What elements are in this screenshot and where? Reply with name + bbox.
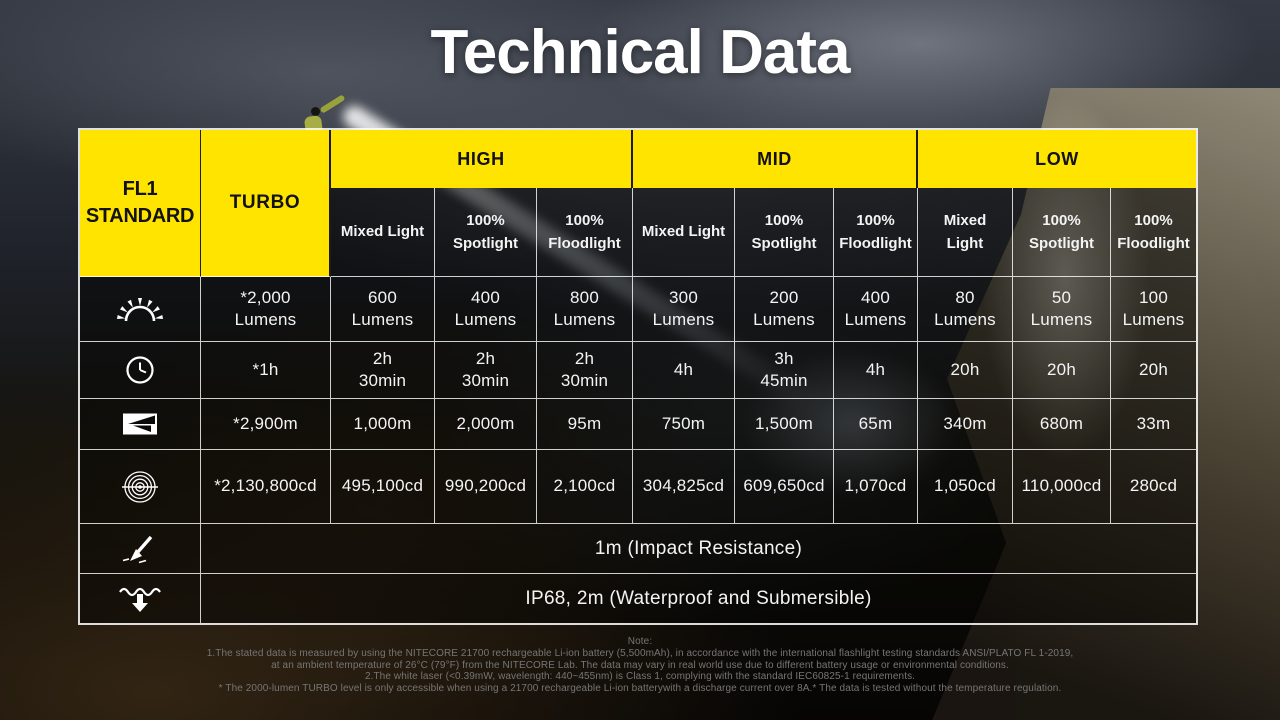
- waterproof-rating-value: IP68, 2m (Waterproof and Submersible): [201, 574, 1196, 623]
- brightness-sunrise-icon: [80, 277, 201, 342]
- high-spotlight-header: 100% Spotlight: [435, 188, 537, 277]
- page-title: Technical Data: [430, 18, 850, 87]
- spec-value-cell: 65m: [834, 399, 918, 450]
- high-floodlight-header: 100% Floodlight: [537, 188, 633, 277]
- spec-value-cell: 80 Lumens: [918, 277, 1013, 342]
- low-spotlight-header: 100% Spotlight: [1013, 188, 1111, 277]
- spec-value-cell: 20h: [1111, 342, 1196, 399]
- spec-value-cell: 800 Lumens: [537, 277, 633, 342]
- spec-value-cell: 1,000m: [331, 399, 435, 450]
- fl1-standard-header: FL1 STANDARD: [80, 130, 201, 277]
- spec-value-cell: 2h 30min: [435, 342, 537, 399]
- spec-value-cell: 4h: [834, 342, 918, 399]
- spec-value-cell: *2,130,800cd: [201, 450, 331, 524]
- turbo-column-header: TURBO: [201, 130, 331, 277]
- spec-value-cell: 400 Lumens: [834, 277, 918, 342]
- note-heading: Note:: [627, 636, 653, 647]
- high-mixed-light-header: Mixed Light: [331, 188, 435, 277]
- spec-value-cell: 609,650cd: [735, 450, 834, 524]
- waterproof-icon: [80, 574, 201, 623]
- mid-floodlight-header: 100% Floodlight: [834, 188, 918, 277]
- beam-distance-icon: [80, 399, 201, 450]
- impact-resistance-icon: [80, 524, 201, 574]
- low-mixed-light-header: Mixed Light: [918, 188, 1013, 277]
- spec-value-cell: *1h: [201, 342, 331, 399]
- spec-value-cell: 600 Lumens: [331, 277, 435, 342]
- spec-value-cell: 200 Lumens: [735, 277, 834, 342]
- spec-value-cell: 110,000cd: [1013, 450, 1111, 524]
- mid-spotlight-header: 100% Spotlight: [735, 188, 834, 277]
- spec-value-cell: 1,070cd: [834, 450, 918, 524]
- low-floodlight-header: 100% Floodlight: [1111, 188, 1196, 277]
- spec-value-cell: 50 Lumens: [1013, 277, 1111, 342]
- runtime-clock-icon: [80, 342, 201, 399]
- mid-group-header: MID: [633, 130, 918, 188]
- spec-value-cell: 20h: [1013, 342, 1111, 399]
- spec-value-cell: 4h: [633, 342, 735, 399]
- spec-value-cell: 1,500m: [735, 399, 834, 450]
- spec-value-cell: 990,200cd: [435, 450, 537, 524]
- spec-value-cell: 300 Lumens: [633, 277, 735, 342]
- spec-value-cell: 280cd: [1111, 450, 1196, 524]
- spec-value-cell: 2,100cd: [537, 450, 633, 524]
- spec-value-cell: 100 Lumens: [1111, 277, 1196, 342]
- spec-value-cell: 495,100cd: [331, 450, 435, 524]
- spec-value-cell: 680m: [1013, 399, 1111, 450]
- footnotes: Note: 1.The stated data is measured by u…: [0, 636, 1280, 695]
- spec-value-cell: 2h 30min: [331, 342, 435, 399]
- spec-value-cell: 2,000m: [435, 399, 537, 450]
- impact-resistance-value: 1m (Impact Resistance): [201, 524, 1196, 574]
- beam-intensity-icon: [80, 450, 201, 524]
- note-line: 2.The white laser (<0.39mW, wavelength: …: [364, 671, 916, 683]
- high-group-header: HIGH: [331, 130, 633, 188]
- note-line: * The 2000-lumen TURBO level is only acc…: [218, 683, 1062, 695]
- spec-value-cell: 750m: [633, 399, 735, 450]
- technical-data-table: FL1 STANDARD TURBO HIGH MID LOW Mixed Li…: [78, 128, 1198, 625]
- spec-value-cell: 400 Lumens: [435, 277, 537, 342]
- spec-value-cell: *2,000 Lumens: [201, 277, 331, 342]
- note-line: 1.The stated data is measured by using t…: [206, 647, 1074, 659]
- spec-value-cell: 95m: [537, 399, 633, 450]
- spec-value-cell: 20h: [918, 342, 1013, 399]
- spec-value-cell: 340m: [918, 399, 1013, 450]
- spec-value-cell: 33m: [1111, 399, 1196, 450]
- spec-value-cell: 3h 45min: [735, 342, 834, 399]
- person-head: [311, 107, 320, 116]
- spec-value-cell: 1,050cd: [918, 450, 1013, 524]
- low-group-header: LOW: [918, 130, 1196, 188]
- note-line: at an ambient temperature of 26°C (79°F)…: [271, 659, 1009, 671]
- spec-value-cell: 304,825cd: [633, 450, 735, 524]
- spec-value-cell: *2,900m: [201, 399, 331, 450]
- mid-mixed-light-header: Mixed Light: [633, 188, 735, 277]
- spec-value-cell: 2h 30min: [537, 342, 633, 399]
